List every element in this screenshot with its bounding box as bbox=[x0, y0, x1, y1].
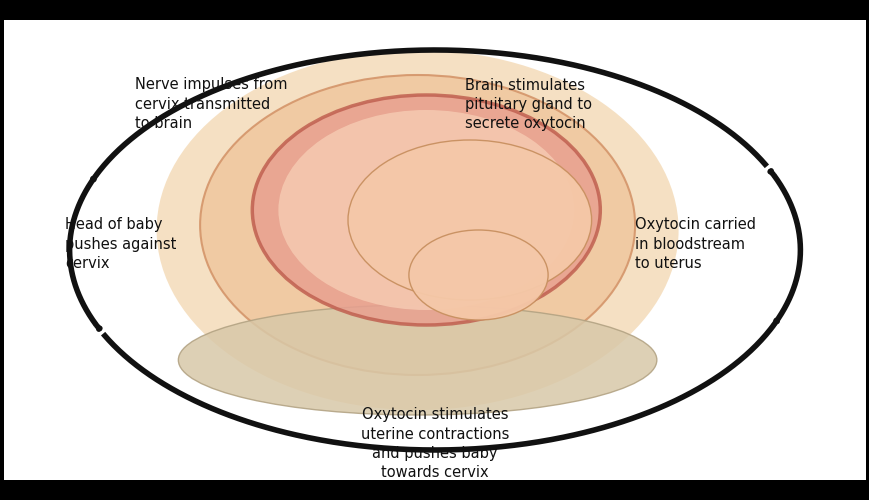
Text: Head of baby
pushes against
cervix: Head of baby pushes against cervix bbox=[65, 218, 176, 271]
Ellipse shape bbox=[178, 305, 656, 415]
Text: Nerve impulses from
cervix transmitted
to brain: Nerve impulses from cervix transmitted t… bbox=[135, 78, 287, 131]
Ellipse shape bbox=[348, 140, 591, 300]
Text: Oxytocin stimulates
uterine contractions
and pushes baby
towards cervix: Oxytocin stimulates uterine contractions… bbox=[361, 408, 508, 480]
Ellipse shape bbox=[252, 95, 600, 325]
Ellipse shape bbox=[156, 50, 678, 410]
Text: Brain stimulates
pituitary gland to
secrete oxytocin: Brain stimulates pituitary gland to secr… bbox=[465, 78, 592, 131]
Ellipse shape bbox=[278, 110, 574, 310]
Ellipse shape bbox=[408, 230, 547, 320]
Ellipse shape bbox=[200, 75, 634, 375]
Text: Oxytocin carried
in bloodstream
to uterus: Oxytocin carried in bloodstream to uteru… bbox=[634, 218, 755, 271]
